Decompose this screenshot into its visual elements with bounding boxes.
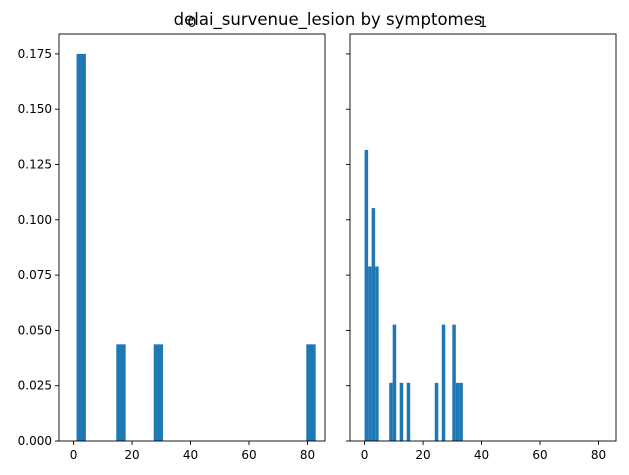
y-tick-label: 0.175 — [18, 47, 52, 61]
panel-1: 1 0 20 40 60 80 — [346, 15, 617, 462]
x-tick-label: 0 — [361, 448, 369, 462]
histogram-bar — [368, 266, 372, 441]
histogram-bar — [371, 208, 376, 441]
y-tick-label: 0.000 — [18, 434, 52, 448]
histogram-bar — [76, 53, 86, 441]
panel-0: 0 0 20 40 60 80 0.000 0.025 0.050 0.075 0.100 0.125… — [18, 15, 326, 462]
histogram-bar — [434, 382, 439, 441]
histogram-bar — [406, 382, 411, 441]
x-tick-label: 20 — [415, 448, 430, 462]
figure-title: delai_survenue_lesion by symptomes — [174, 10, 483, 30]
x-tick-label: 40 — [183, 448, 198, 462]
y-tick-label: 0.075 — [18, 268, 52, 282]
histogram-bar — [392, 324, 397, 441]
histogram-bar — [306, 344, 316, 441]
panels: 0 0 20 40 60 80 0.000 0.025 0.050 0.075 0.100 0.125… — [18, 15, 617, 462]
panel-title-0: 0 — [188, 15, 197, 31]
histogram-bar — [389, 382, 393, 441]
y-tick-label: 0.050 — [18, 323, 52, 337]
y-tick-label: 0.125 — [18, 158, 52, 172]
x-tick-label: 60 — [241, 448, 256, 462]
y-tick-label: 0.150 — [18, 102, 52, 116]
histogram-bar — [153, 344, 164, 441]
axes-frame-1 — [349, 33, 617, 442]
histogram-bar — [441, 324, 446, 441]
histogram-bar — [364, 149, 369, 441]
x-tick-label: 80 — [300, 448, 315, 462]
panel-title-1: 1 — [479, 15, 488, 31]
x-tick-label: 60 — [532, 448, 547, 462]
histogram-bar — [455, 382, 460, 441]
histogram-bar — [399, 382, 404, 441]
axes-frame-0 — [58, 33, 326, 442]
x-tick-label: 80 — [591, 448, 606, 462]
y-tick-label: 0.100 — [18, 213, 52, 227]
x-tick-label: 20 — [124, 448, 139, 462]
histogram-bar — [459, 382, 463, 441]
x-tick-label: 40 — [474, 448, 489, 462]
y-tick-label: 0.025 — [18, 379, 52, 393]
histogram-bar — [116, 344, 126, 441]
histogram-bar — [375, 266, 379, 441]
x-tick-label: 0 — [70, 448, 78, 462]
histogram-bar — [452, 324, 456, 441]
